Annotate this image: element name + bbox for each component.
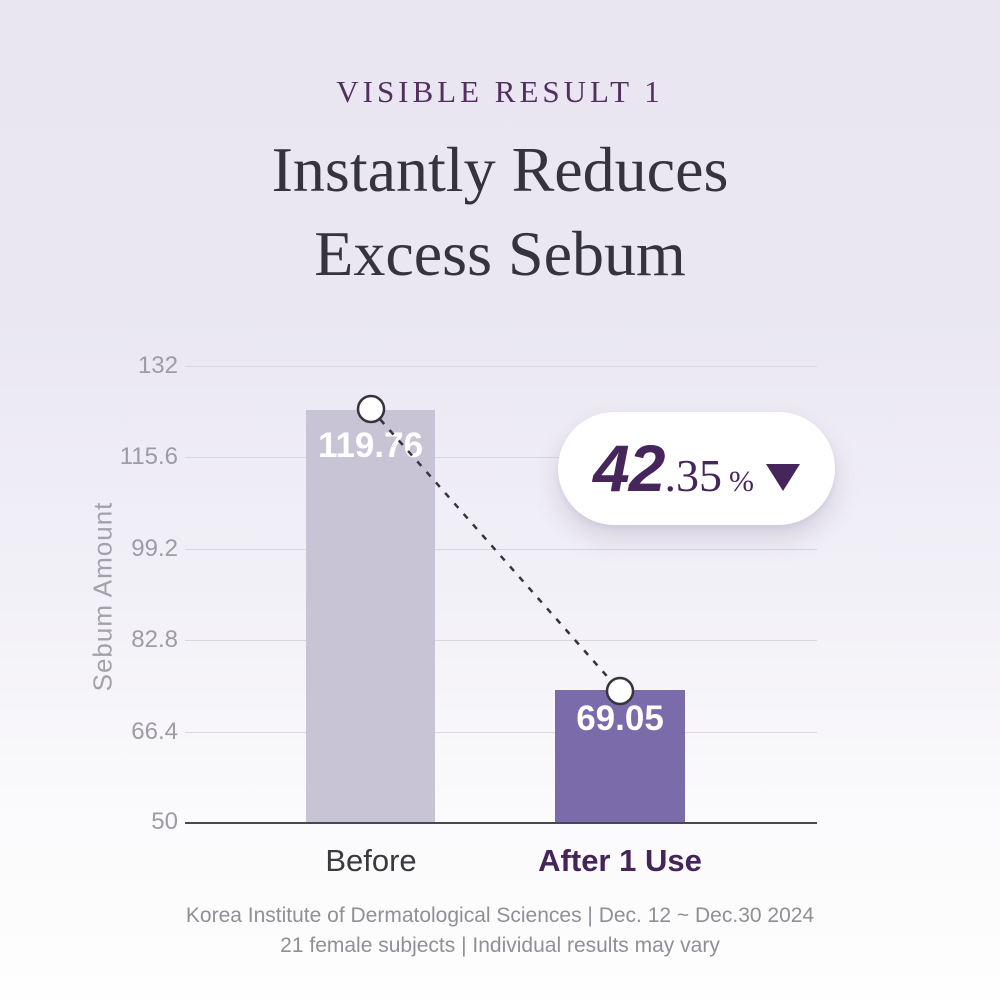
gridline-132 bbox=[185, 366, 817, 367]
bar-after: 69.05 bbox=[555, 690, 685, 822]
x-label-after: After 1 Use bbox=[538, 843, 702, 878]
page-title-line-1: Instantly Reduces bbox=[271, 134, 729, 205]
y-tick-66-4: 66.4 bbox=[131, 718, 178, 745]
y-tick-99-2: 99.2 bbox=[131, 535, 178, 562]
y-axis-title: Sebum Amount bbox=[87, 501, 118, 692]
percent-dec: .35 bbox=[664, 450, 722, 501]
page-title-line-2: Excess Sebum bbox=[314, 218, 686, 289]
y-tick-115-6: 115.6 bbox=[119, 443, 178, 470]
percent-change-badge: 42 .35 % bbox=[558, 412, 835, 525]
percent-change-content: 42 .35 % bbox=[593, 435, 800, 502]
decrease-triangle-icon bbox=[765, 464, 800, 491]
x-axis-line bbox=[185, 822, 817, 824]
percent-int: 42 bbox=[593, 431, 665, 505]
eyebrow-label: VISIBLE RESULT 1 bbox=[336, 74, 664, 109]
bar-after-value: 69.05 bbox=[576, 699, 664, 738]
bar-before-value: 119.76 bbox=[317, 426, 424, 465]
page-title: Instantly Reduces Excess Sebum bbox=[0, 128, 1000, 296]
footnote-disclaimer: 21 female subjects | Individual results … bbox=[280, 934, 720, 957]
footnote-source: Korea Institute of Dermatological Scienc… bbox=[185, 904, 815, 927]
gridline-99-2 bbox=[185, 549, 817, 550]
gridline-66-4 bbox=[185, 732, 817, 733]
y-tick-50: 50 bbox=[151, 808, 178, 835]
bar-before: 119.76 bbox=[306, 410, 435, 822]
gridline-82-8 bbox=[185, 640, 817, 641]
y-tick-132: 132 bbox=[137, 352, 178, 379]
percent-sign: % bbox=[728, 465, 754, 498]
y-tick-82-8: 82.8 bbox=[131, 626, 178, 653]
x-label-before: Before bbox=[325, 843, 417, 878]
